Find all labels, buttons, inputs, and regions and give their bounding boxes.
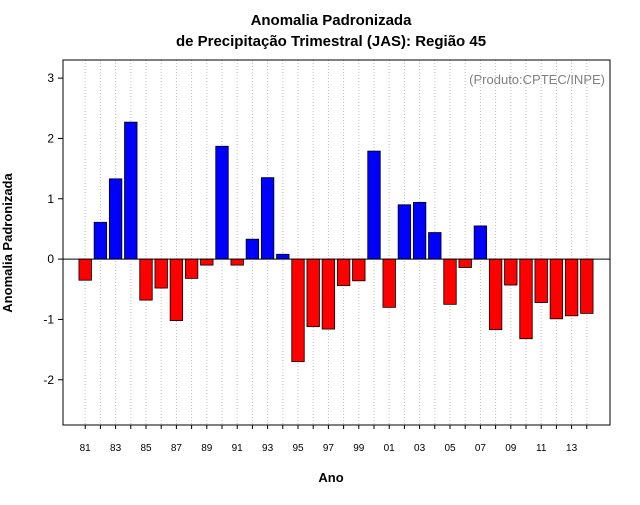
x-tick-label-07: 07 xyxy=(475,443,487,454)
x-tick-label-87: 87 xyxy=(171,443,183,454)
bar-92 xyxy=(245,238,260,260)
bar-09 xyxy=(504,258,518,286)
plot-frame xyxy=(62,59,611,426)
x-tick-label-05: 05 xyxy=(444,443,456,454)
x-tick-label-01: 01 xyxy=(384,443,396,454)
bar-93 xyxy=(260,177,275,260)
x-axis-label: Ano xyxy=(318,470,343,485)
bar-02 xyxy=(397,204,412,260)
chart-title-line1: Anomalia Padronizada xyxy=(251,12,413,29)
x-tick-label-85: 85 xyxy=(140,443,152,454)
bar-04 xyxy=(428,232,442,260)
bar-94 xyxy=(276,253,290,260)
x-tick-label-09: 09 xyxy=(505,443,517,454)
bar-91 xyxy=(230,258,244,266)
y-tick-label-3: 3 xyxy=(47,71,54,85)
bar-84 xyxy=(124,121,138,260)
bar-00 xyxy=(367,150,381,260)
bar-10 xyxy=(519,258,533,340)
bar-03 xyxy=(412,201,427,260)
bar-12 xyxy=(549,258,564,320)
x-tick-label-83: 83 xyxy=(110,443,122,454)
x-tick-label-91: 91 xyxy=(232,443,244,454)
bar-90 xyxy=(215,145,229,260)
bar-99 xyxy=(352,258,366,282)
bar-83 xyxy=(108,178,123,260)
x-tick-label-81: 81 xyxy=(80,443,92,454)
x-tick-label-89: 89 xyxy=(201,443,213,454)
y-tick-label-2: 2 xyxy=(47,131,54,145)
bar-88 xyxy=(184,258,199,279)
bar-14 xyxy=(580,258,594,314)
bar-89 xyxy=(200,258,214,266)
bar-06 xyxy=(458,258,472,268)
bar-07 xyxy=(473,225,488,260)
y-axis-label: Anomalia Padronizada xyxy=(0,173,15,313)
chart-title-line2: de Precipitação Trimestral (JAS): Região… xyxy=(176,33,486,50)
bar-96 xyxy=(306,258,320,328)
bar-98 xyxy=(336,258,351,287)
grid-lines xyxy=(84,60,588,425)
x-tick-label-99: 99 xyxy=(353,443,365,454)
x-tick-label-93: 93 xyxy=(262,443,274,454)
bar-97 xyxy=(321,258,336,330)
bars xyxy=(78,121,594,363)
y-tick-label--2: -2 xyxy=(43,373,54,387)
x-tick-label-03: 03 xyxy=(414,443,426,454)
x-tick-label-95: 95 xyxy=(292,443,304,454)
bar-85 xyxy=(139,258,153,301)
y-tick-label--1: -1 xyxy=(43,312,54,326)
bar-82 xyxy=(93,221,108,260)
bar-05 xyxy=(443,258,457,305)
y-tick-label-0: 0 xyxy=(47,252,54,266)
bar-11 xyxy=(534,258,548,303)
bar-08 xyxy=(488,258,503,331)
bar-81 xyxy=(78,258,92,281)
bar-86 xyxy=(154,258,168,289)
bar-13 xyxy=(564,258,579,317)
y-tick-label-1: 1 xyxy=(47,192,54,206)
x-tick-label-97: 97 xyxy=(323,443,335,454)
x-tick-label-13: 13 xyxy=(566,443,578,454)
watermark-text: (Produto:CPTEC/INPE) xyxy=(469,72,605,87)
bar-01 xyxy=(382,258,396,308)
bar-87 xyxy=(169,258,184,322)
x-tick-label-11: 11 xyxy=(536,443,547,454)
bar-95 xyxy=(291,258,305,363)
